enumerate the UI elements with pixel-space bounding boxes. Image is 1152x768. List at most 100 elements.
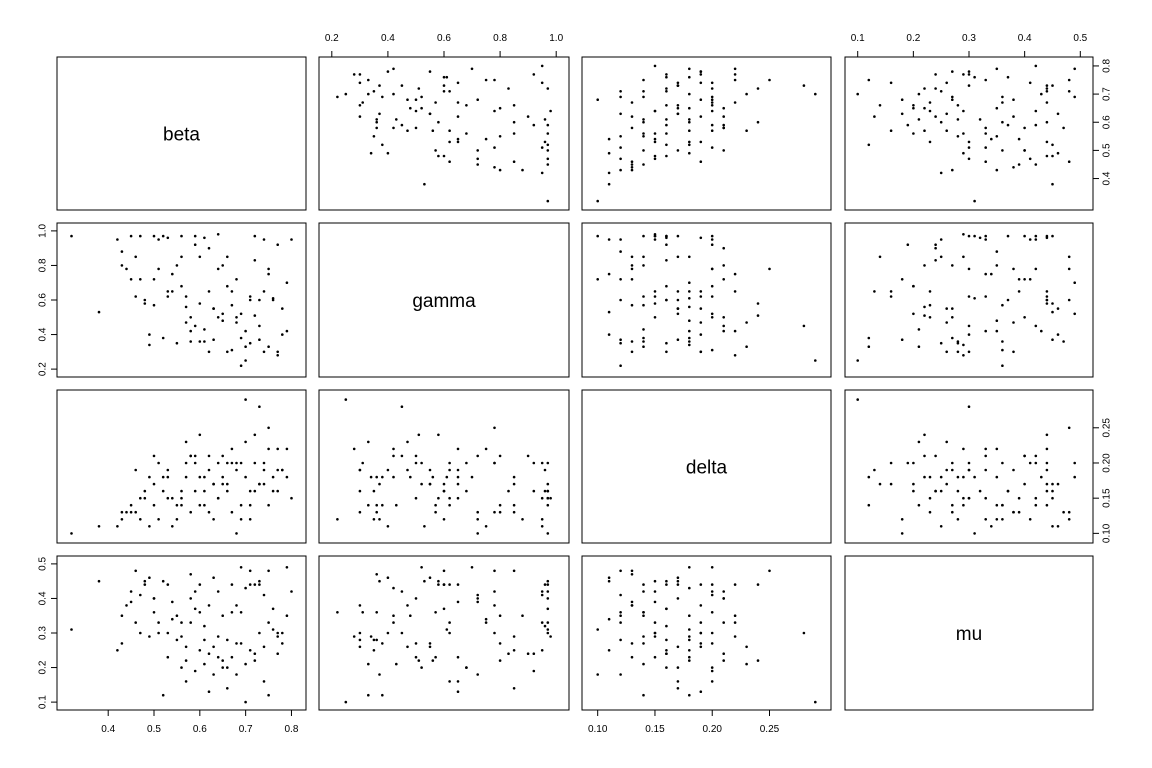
data-point bbox=[665, 90, 668, 93]
data-point bbox=[630, 168, 634, 172]
data-point bbox=[476, 532, 480, 535]
data-point bbox=[258, 583, 261, 586]
data-point bbox=[699, 236, 703, 240]
data-point bbox=[493, 461, 496, 465]
data-point bbox=[676, 583, 680, 586]
data-point bbox=[230, 290, 234, 293]
data-point bbox=[676, 234, 680, 238]
data-point bbox=[532, 73, 536, 76]
data-point bbox=[688, 118, 691, 121]
data-point bbox=[967, 140, 971, 144]
panel-frame bbox=[56, 222, 307, 378]
data-point bbox=[470, 475, 474, 479]
data-point bbox=[688, 329, 691, 333]
data-point bbox=[125, 604, 128, 607]
data-point bbox=[409, 106, 412, 110]
data-point bbox=[442, 518, 446, 521]
data-point bbox=[235, 673, 238, 676]
data-point bbox=[984, 146, 987, 149]
tick-label: 0.15 bbox=[1102, 488, 1113, 508]
data-point bbox=[406, 98, 409, 101]
panel-frame bbox=[581, 389, 832, 544]
data-point bbox=[285, 329, 289, 333]
data-point bbox=[207, 652, 211, 655]
data-point bbox=[372, 90, 376, 93]
data-point bbox=[699, 645, 703, 649]
data-point bbox=[375, 503, 379, 507]
data-point bbox=[358, 631, 362, 635]
data-point bbox=[856, 92, 859, 96]
tick-label: 0.2 bbox=[906, 33, 920, 44]
data-point bbox=[203, 624, 206, 628]
data-point bbox=[688, 649, 691, 652]
data-point bbox=[437, 433, 440, 437]
data-point bbox=[456, 680, 460, 683]
data-point bbox=[134, 621, 137, 624]
data-point bbox=[253, 489, 257, 493]
data-point bbox=[1012, 166, 1015, 169]
data-point bbox=[358, 81, 362, 85]
data-point bbox=[414, 98, 418, 101]
data-point bbox=[392, 447, 395, 451]
data-point bbox=[434, 101, 437, 104]
data-point bbox=[546, 123, 550, 127]
data-point bbox=[962, 496, 965, 500]
data-point bbox=[258, 405, 261, 409]
data-point bbox=[619, 673, 622, 676]
data-point bbox=[688, 297, 691, 300]
data-point bbox=[1034, 234, 1038, 238]
data-point bbox=[733, 73, 737, 76]
data-point bbox=[358, 489, 362, 493]
data-point bbox=[507, 652, 510, 655]
data-point bbox=[230, 447, 234, 451]
data-point bbox=[990, 137, 993, 141]
data-point bbox=[336, 518, 339, 521]
data-point bbox=[722, 597, 725, 600]
tick-label: 0.6 bbox=[193, 724, 207, 735]
data-point bbox=[193, 324, 197, 328]
data-point bbox=[375, 611, 379, 614]
data-point bbox=[978, 236, 982, 240]
data-point bbox=[375, 510, 379, 514]
data-point bbox=[676, 645, 680, 649]
data-point bbox=[375, 126, 379, 130]
data-point bbox=[1051, 143, 1054, 147]
data-point bbox=[1067, 160, 1071, 163]
data-point bbox=[867, 345, 871, 349]
data-point bbox=[253, 314, 257, 317]
data-point bbox=[733, 583, 737, 586]
data-point bbox=[521, 168, 524, 172]
data-point bbox=[688, 75, 691, 79]
data-point bbox=[540, 518, 544, 521]
data-point bbox=[995, 168, 999, 172]
data-point bbox=[148, 525, 151, 528]
data-point bbox=[688, 106, 691, 110]
data-point bbox=[465, 666, 468, 669]
data-point bbox=[267, 569, 270, 573]
data-point bbox=[434, 655, 437, 659]
data-point bbox=[710, 234, 714, 238]
data-point bbox=[216, 461, 220, 465]
data-point bbox=[207, 350, 211, 354]
data-point bbox=[934, 259, 937, 262]
data-point bbox=[129, 503, 133, 507]
data-point bbox=[889, 129, 893, 132]
data-point bbox=[1034, 109, 1038, 113]
tick-label: 0.10 bbox=[1102, 523, 1113, 543]
data-point bbox=[1023, 482, 1026, 486]
data-point bbox=[665, 607, 668, 611]
data-point bbox=[493, 590, 496, 593]
data-point bbox=[285, 447, 289, 451]
panel-mu-vs-mu: mu bbox=[844, 555, 1094, 711]
data-point bbox=[406, 604, 409, 607]
data-point bbox=[120, 264, 124, 267]
data-point bbox=[512, 104, 516, 107]
data-point bbox=[653, 238, 657, 241]
data-point bbox=[1067, 90, 1071, 93]
data-point bbox=[386, 151, 390, 155]
tick-label: 0.5 bbox=[1073, 33, 1087, 44]
data-point bbox=[665, 73, 668, 76]
data-point bbox=[956, 489, 960, 493]
data-point bbox=[934, 115, 937, 118]
data-point bbox=[381, 95, 384, 99]
